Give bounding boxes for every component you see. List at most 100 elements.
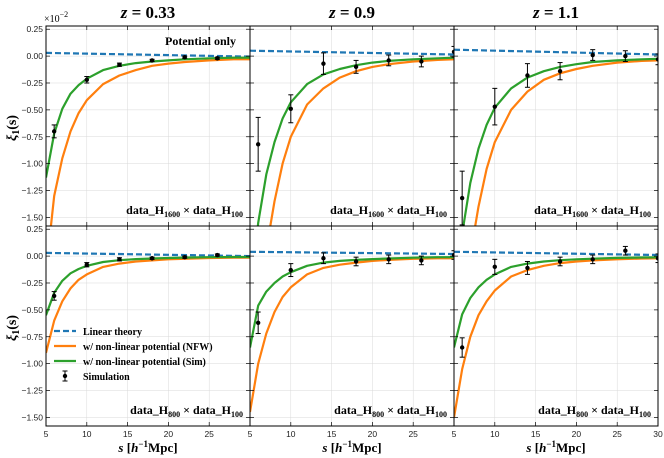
panel-1-2-series xyxy=(454,245,658,418)
linear-theory-line-0-1 xyxy=(250,49,454,56)
simulation-point-1-2-1 xyxy=(492,264,497,270)
y-tick-label-1-1: 0.00 xyxy=(26,251,43,261)
x-tick-label-2-4: 25 xyxy=(612,429,622,439)
panel-frame-1-2 xyxy=(453,225,659,427)
simulation-point-0-0-1 xyxy=(84,77,90,82)
simulation-point-1-0-5 xyxy=(215,252,220,258)
sim-line-1-2 xyxy=(454,256,658,348)
simulation-point-0-2-3 xyxy=(557,68,563,74)
simulation-point-1-2-4 xyxy=(590,257,595,262)
simulation-point-0-1-0 xyxy=(255,142,261,147)
linear-theory-line-1-0 xyxy=(46,251,250,258)
simulation-point-1-1-2 xyxy=(321,256,326,261)
panels-group: 0.25 0.00 −0.25 −0.50 −0.75 −1.00 −1.25 −1.50 0.… xyxy=(21,24,663,439)
simulation-point-1-1-0 xyxy=(255,320,261,325)
column-title-1: z = 0.9 xyxy=(328,3,375,22)
x-tick-label-1-2: 15 xyxy=(327,429,337,439)
y-tick-label-0-3: −0.50 xyxy=(21,105,43,115)
simulation-point-1-2-2 xyxy=(525,265,530,271)
x-tick-label-0-2: 15 xyxy=(123,429,133,439)
x-axis-label-2: s [h−1Mpc] xyxy=(525,439,585,455)
simulation-point-0-0-3 xyxy=(149,58,155,63)
simulation-point-0-1-4 xyxy=(386,58,391,63)
legend-label-sim: w/ non-linear potential (Sim) xyxy=(83,357,206,368)
legend-swatch-simulation-dot xyxy=(62,373,68,379)
y-tick-label-1-5: −1.00 xyxy=(21,359,43,369)
nfw-line-0-2 xyxy=(474,59,658,226)
column-title-0: z = 0.33 xyxy=(120,3,176,22)
x-tick-label-1-4: 25 xyxy=(408,429,418,439)
simulation-point-1-2-3 xyxy=(557,259,563,264)
row-label-1-2: data_H800 × data_H100 xyxy=(538,403,651,419)
nfw-line-0-1 xyxy=(269,58,454,226)
simulation-point-1-1-5 xyxy=(419,258,424,263)
sim-line-1-0 xyxy=(46,255,250,316)
x-tick-label-1-3: 20 xyxy=(368,429,378,439)
simulation-point-0-1-3 xyxy=(353,64,359,70)
y-tick-label-1-0: 0.25 xyxy=(26,224,43,234)
simulation-point-1-1-3 xyxy=(353,259,359,264)
legend-label-nfw: w/ non-linear potential (NFW) xyxy=(83,342,213,353)
legend-label-simulation: Simulation xyxy=(83,372,130,383)
simulation-point-1-0-4 xyxy=(182,254,187,260)
y-tick-label-1-2: −0.25 xyxy=(21,278,43,288)
x-tick-label-2-5: 30 xyxy=(653,429,663,439)
simulation-point-0-2-6 xyxy=(655,57,658,62)
simulation-point-1-0-2 xyxy=(117,257,122,262)
row-label-0-2: data_H1600 × data_H100 xyxy=(534,203,651,219)
simulation-point-0-2-4 xyxy=(590,52,595,58)
panel-0-2 xyxy=(453,25,659,227)
simulation-point-0-2-5 xyxy=(623,53,628,59)
y-tick-label-1-3: −0.50 xyxy=(21,305,43,315)
simulation-point-1-2-0 xyxy=(459,345,465,350)
x-tick-label-0-0: 5 xyxy=(44,429,49,439)
legend: Linear theory w/ non-linear potential (N… xyxy=(54,327,213,383)
simulation-point-1-2-6 xyxy=(655,256,658,261)
y-tick-label-1-4: −0.75 xyxy=(21,332,43,342)
nfw-line-1-0 xyxy=(46,256,250,354)
panel-1-2: 5 10 15 20 25 30 xyxy=(452,225,663,439)
row-label-0-0: data_H1600 × data_H100 xyxy=(126,203,243,219)
simulation-point-1-1-1 xyxy=(288,267,293,273)
simulation-point-1-1-4 xyxy=(386,257,391,262)
sim-line-0-2 xyxy=(462,57,658,226)
simulation-point-0-2-0 xyxy=(459,195,465,201)
simulation-point-0-1-5 xyxy=(419,59,424,64)
y-tick-label-0-5: −1.00 xyxy=(21,159,43,169)
panel-0-0-series xyxy=(46,51,250,226)
x-tick-label-0-4: 25 xyxy=(204,429,214,439)
x-axis-label-0: s [h−1Mpc] xyxy=(117,439,177,455)
panel-0-1-series xyxy=(250,45,454,226)
simulation-point-0-1-6 xyxy=(451,49,454,55)
potential-only-annotation: Potential only xyxy=(165,34,236,48)
x-axis-label-1: s [h−1Mpc] xyxy=(321,439,381,455)
nfw-line-0-0 xyxy=(49,58,250,226)
y-tick-label-0-0: 0.25 xyxy=(26,24,43,34)
y-tick-label-1-7: −1.50 xyxy=(21,412,43,422)
simulation-point-0-1-1 xyxy=(288,106,293,111)
panel-1-0-series xyxy=(46,251,250,354)
nfw-line-1-1 xyxy=(250,257,454,413)
y-axis-label-top: ξ1(s) xyxy=(5,115,22,141)
y-tick-label-0-2: −0.25 xyxy=(21,78,43,88)
y-scale-factor: ×10−2 xyxy=(44,10,68,25)
panel-0-2-series xyxy=(454,48,658,226)
column-title-2: z = 1.1 xyxy=(532,3,579,22)
sim-line-0-1 xyxy=(256,56,454,226)
panel-1-0: 0.250.00−0.25−0.50−0.75−1.00−1.25−1.505 1… xyxy=(21,224,251,439)
panel-1-1: 5 10 15 20 25 xyxy=(248,225,455,439)
linear-theory-line-1-1 xyxy=(250,250,454,256)
simulation-point-0-0-0 xyxy=(51,129,57,134)
panel-0-0: 0.25 0.00 −0.25 −0.50 −0.75 −1.00 −1.25 −1.50 xyxy=(21,24,251,227)
x-tick-label-1-0: 5 xyxy=(248,429,253,439)
y-tick-label-1-6: −1.25 xyxy=(21,386,43,396)
row-label-1-0: data_H800 × data_H100 xyxy=(130,403,243,419)
y-tick-label-0-4: −0.75 xyxy=(21,132,43,142)
linear-theory-line-0-2 xyxy=(454,48,658,56)
simulation-point-0-0-2 xyxy=(117,62,122,67)
row-label-0-1: data_H1600 × data_H100 xyxy=(330,203,447,219)
x-tick-label-0-3: 20 xyxy=(164,429,174,439)
x-tick-label-2-1: 10 xyxy=(490,429,500,439)
y-tick-label-0-1: 0.00 xyxy=(26,51,43,61)
